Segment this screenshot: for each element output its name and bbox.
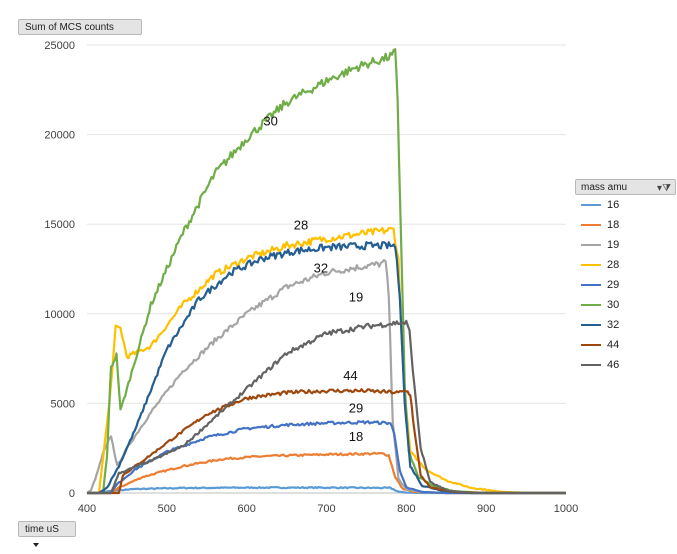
annotation-label-19: 19 [349,289,363,304]
legend-item-19[interactable]: 19 [575,235,676,255]
dropdown-arrow-icon [33,543,39,548]
legend-label: 32 [607,319,620,331]
legend-label: 29 [607,279,620,291]
x-tick-label: 400 [78,503,96,515]
legend-item-16[interactable]: 16 [575,195,676,215]
legend-item-30[interactable]: 30 [575,295,676,315]
legend-item-44[interactable]: 44 [575,335,676,355]
legend-swatch [581,304,601,306]
annotation-label-29: 29 [349,400,363,415]
annotation-label-28: 28 [294,218,308,233]
legend-swatch [581,324,601,326]
legend-label: 18 [607,219,620,231]
legend-label: 46 [607,359,620,371]
y-field-label: Sum of MCS counts [25,22,114,33]
legend-swatch [581,364,601,366]
series-line-44 [87,388,566,495]
legend-item-29[interactable]: 29 [575,275,676,295]
y-tick-label: 25000 [44,40,75,52]
legend-field-button[interactable]: mass amu ▾⧩ [575,179,676,195]
legend-item-32[interactable]: 32 [575,315,676,335]
legend-label: 44 [607,339,620,351]
legend-label: 30 [607,299,620,311]
legend-swatch [581,244,601,246]
y-tick-label: 5000 [51,398,75,410]
legend-label: 16 [607,199,620,211]
x-tick-label: 700 [317,503,335,515]
annotation-label-44: 44 [343,368,357,383]
series-annotations: 30 28 32 19 44 29 18 [263,114,363,444]
x-tick-label: 900 [477,503,495,515]
series-line-28 [87,226,566,495]
x-tick-label: 600 [237,503,255,515]
y-tick-label: 20000 [44,130,75,142]
legend-item-18[interactable]: 18 [575,215,676,235]
legend-swatch [581,284,601,286]
y-field-button[interactable]: Sum of MCS counts [18,19,142,35]
series-lines [86,48,566,495]
legend: mass amu ▾⧩ 16 18 19 28 29 30 32 44 46 [575,179,676,375]
y-axis-tick-labels: 0 5000 10000 15000 20000 25000 [44,40,75,500]
series-line-46 [87,319,566,495]
y-tick-label: 0 [69,488,75,500]
legend-swatch [581,204,601,206]
x-tick-label: 800 [397,503,415,515]
line-chart: 0 5000 10000 15000 20000 25000 400 500 600 700 80… [44,40,578,515]
x-tick-label: 500 [158,503,176,515]
y-tick-label: 10000 [44,309,75,321]
legend-item-28[interactable]: 28 [575,255,676,275]
y-tick-label: 15000 [44,219,75,231]
annotation-label-18: 18 [349,429,363,444]
legend-swatch [581,224,601,226]
x-field-label: time uS [25,524,59,535]
legend-swatch [581,264,601,266]
legend-label: 19 [607,239,620,251]
legend-item-46[interactable]: 46 [575,355,676,375]
legend-swatch [581,344,601,346]
annotation-label-30: 30 [263,114,277,129]
x-field-button[interactable]: time uS [18,521,76,548]
filter-icon[interactable]: ▾⧩ [657,183,671,194]
series-line-19 [86,259,566,495]
legend-label: 28 [607,259,620,271]
x-tick-label: 1000 [554,503,578,515]
x-axis-tick-labels: 400 500 600 700 800 900 1000 [78,503,578,515]
annotation-label-32: 32 [314,261,328,276]
legend-title: mass amu [581,182,628,193]
chart-frame: Sum of MCS counts 0 5000 10000 15000 20000 25… [18,19,676,548]
legend-items: 16 18 19 28 29 30 32 44 46 [575,195,676,375]
